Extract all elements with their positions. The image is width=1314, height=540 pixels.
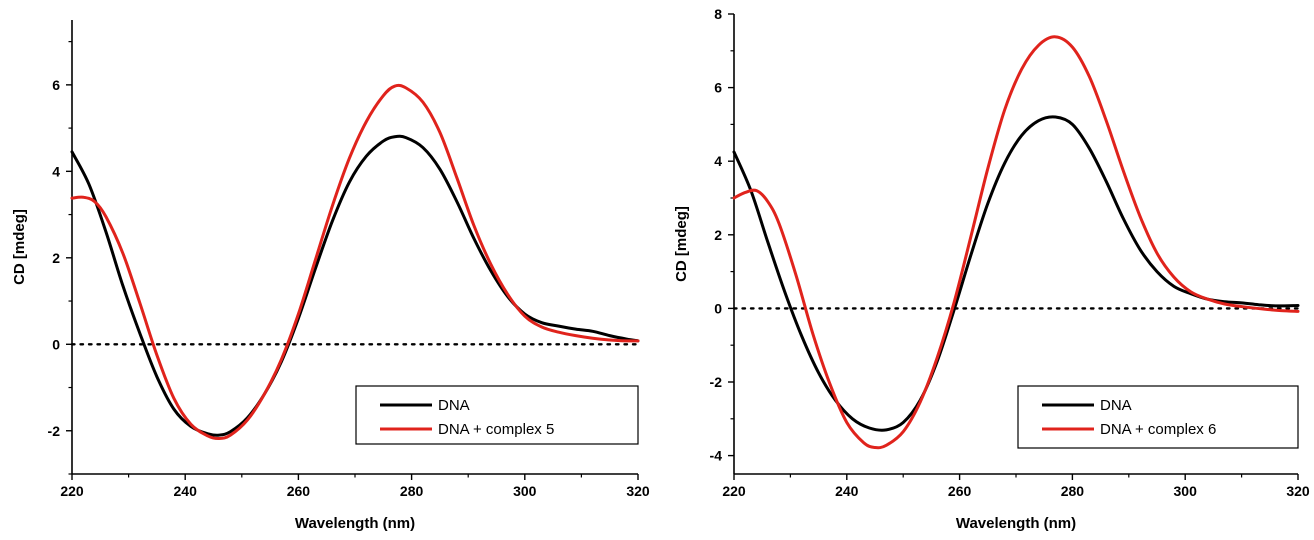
x-tick-label: 280 <box>400 483 424 499</box>
y-tick-label: 2 <box>714 227 722 243</box>
x-tick-label: 240 <box>174 483 198 499</box>
x-tick-label: 320 <box>1286 483 1310 499</box>
series-line-2 <box>70 83 640 441</box>
y-tick-label: 6 <box>714 80 722 96</box>
legend-label: DNA <box>1100 397 1132 414</box>
y-axis-title: CD [mdeg] <box>11 209 28 285</box>
legend-label: DNA <box>438 397 470 414</box>
series-line-1 <box>70 134 640 437</box>
x-tick-label: 320 <box>626 483 650 499</box>
y-tick-label: 0 <box>52 336 60 352</box>
x-tick-label: 220 <box>60 483 84 499</box>
x-tick-label: 300 <box>1174 483 1198 499</box>
legend-box <box>1017 385 1299 449</box>
x-tick-label: 260 <box>287 483 311 499</box>
y-tick-label: -2 <box>48 423 61 439</box>
x-axis-title: Wavelength (nm) <box>956 515 1076 532</box>
legend-label: DNA + complex 5 <box>438 421 554 438</box>
x-tick-label: 220 <box>722 483 746 499</box>
legend: DNA DNA + complex 5 <box>355 385 639 445</box>
series-line-1 <box>732 115 1300 432</box>
y-tick-label: 2 <box>52 250 60 266</box>
y-axis-title: CD [mdeg] <box>673 206 690 282</box>
x-tick-label: 300 <box>513 483 537 499</box>
y-tick-label: -2 <box>710 374 723 390</box>
legend-label: DNA + complex 6 <box>1100 421 1216 438</box>
x-tick-label: 280 <box>1061 483 1085 499</box>
y-tick-label: 6 <box>52 77 60 93</box>
x-tick-label: 260 <box>948 483 972 499</box>
y-tick-label: 4 <box>52 163 60 179</box>
chart-panel-2: 220 240 260 280 300 320 -4 -2 0 2 4 6 8 Wavelength (n… <box>673 6 1310 532</box>
chart-panel-1: 220 240 260 280 300 320 -2 0 2 4 6 Wavelength (nm) C… <box>11 20 650 532</box>
y-tick-label: 0 <box>714 300 722 316</box>
x-tick-label: 240 <box>835 483 859 499</box>
y-tick-label: 8 <box>714 6 722 22</box>
x-axis-title: Wavelength (nm) <box>295 515 415 532</box>
series-line-2 <box>732 35 1300 450</box>
y-tick-label: 4 <box>714 153 722 169</box>
legend-box <box>355 385 639 445</box>
legend: DNA DNA + complex 6 <box>1017 385 1299 449</box>
y-tick-label: -4 <box>710 448 723 464</box>
